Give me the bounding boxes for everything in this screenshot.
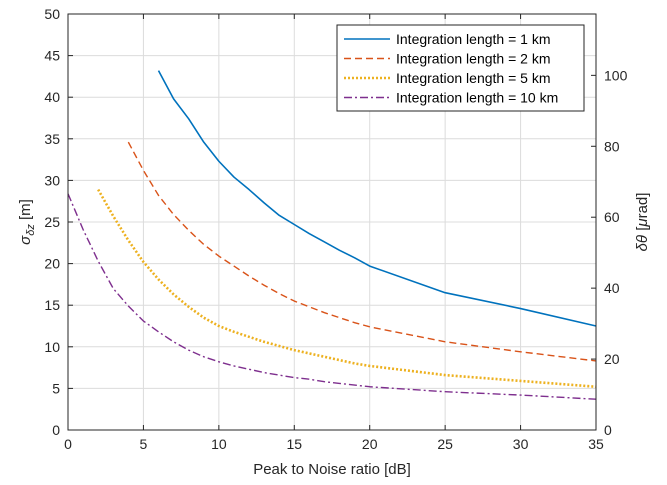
left-y-axis-title: σδz [m] (17, 199, 37, 245)
right-y-tick-label: 100 (604, 67, 628, 83)
axis-ticks: 0 5 10 15 20 25 30 3505101520253035404550020406… (44, 6, 627, 452)
left-y-tick-label: 45 (44, 48, 60, 64)
legend-label-3: Integration length = 5 km (396, 70, 551, 86)
right-y-axis-symbol: δθ (634, 235, 651, 251)
x-tick-label: 25 (437, 436, 453, 452)
series-line-1 (157, 70, 597, 327)
right-y-tick-label: 80 (604, 138, 620, 154)
left-y-tick-label: 30 (44, 172, 60, 188)
left-y-tick-label: 10 (44, 339, 60, 355)
left-y-tick-label: 35 (44, 131, 60, 147)
left-y-tick-label: 40 (44, 89, 60, 105)
x-tick-label: 20 (362, 436, 378, 452)
legend-label-2: Integration length = 2 km (396, 51, 551, 67)
right-y-tick-label: 20 (604, 351, 620, 367)
left-y-tick-label: 5 (52, 380, 60, 396)
right-y-axis-unit-open: [ (634, 226, 651, 235)
right-y-axis-title: δθ [μrad] (634, 193, 651, 252)
series-lines (67, 70, 597, 400)
left-y-tick-label: 15 (44, 297, 60, 313)
series-line-4 (67, 193, 597, 400)
x-tick-label: 10 (211, 436, 227, 452)
x-tick-label: 35 (588, 436, 604, 452)
right-y-axis-unit-close: rad] (634, 193, 651, 219)
left-y-axis-subscript: δz (25, 224, 37, 236)
left-y-axis-unit: [m] (17, 199, 34, 224)
right-y-axis-mu: μ (634, 218, 651, 227)
x-axis-title: Peak to Noise ratio [dB] (253, 461, 411, 478)
legend: Integration length = 1 km Integration len… (336, 24, 585, 112)
right-y-tick-label: 40 (604, 280, 620, 296)
x-tick-label: 0 (64, 436, 72, 452)
right-y-tick-label: 60 (604, 209, 620, 225)
series-line-2 (127, 141, 597, 362)
x-tick-label: 15 (286, 436, 302, 452)
left-y-tick-label: 0 (52, 422, 60, 438)
left-y-tick-label: 50 (44, 6, 60, 22)
x-tick-label: 30 (513, 436, 529, 452)
left-y-axis-symbol: σ (17, 235, 34, 245)
series-line-3 (97, 188, 597, 389)
legend-label-4: Integration length = 10 km (396, 90, 558, 106)
legend-label-1: Integration length = 1 km (396, 31, 551, 47)
left-y-tick-label: 20 (44, 256, 60, 272)
left-y-tick-label: 25 (44, 214, 60, 230)
right-y-tick-label: 0 (604, 422, 612, 438)
x-tick-label: 5 (140, 436, 148, 452)
